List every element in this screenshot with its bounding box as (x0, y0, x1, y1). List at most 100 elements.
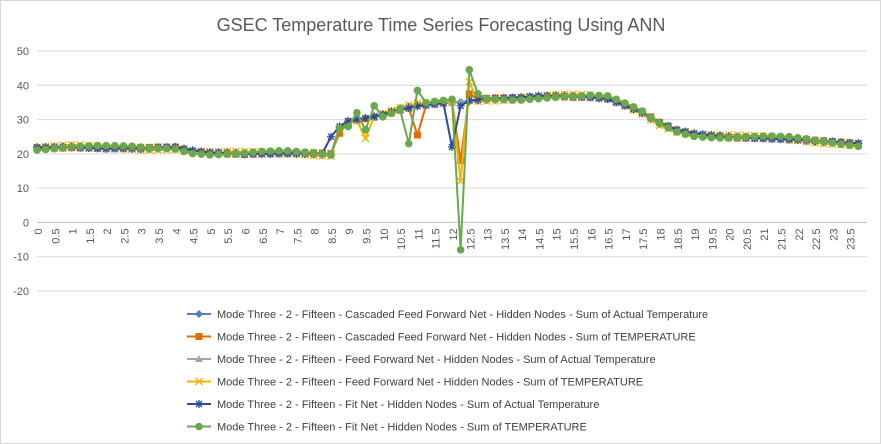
data-point (361, 134, 370, 143)
data-point (162, 144, 171, 153)
data-point (327, 151, 335, 159)
data-point (353, 108, 361, 117)
x-tick-label: 12.5 (465, 228, 477, 249)
data-point (612, 95, 621, 104)
data-point (379, 113, 387, 121)
chart-title: GSEC Temperature Time Series Forecasting… (217, 15, 666, 35)
data-point (102, 141, 110, 150)
data-point (195, 333, 203, 340)
data-point (551, 93, 560, 102)
data-point (465, 96, 474, 105)
data-point (854, 142, 863, 151)
data-point (560, 93, 569, 101)
legend-label: Mode Three - 2 - Fifteen - Fit Net - Hid… (217, 422, 587, 434)
data-point (33, 146, 41, 154)
data-point (214, 150, 223, 159)
data-point (93, 141, 102, 150)
data-point (733, 133, 742, 142)
x-tick-label: 15.5 (569, 228, 581, 249)
y-tick-label: 40 (17, 80, 29, 92)
data-point (59, 144, 67, 152)
x-tick-label: 4.5 (189, 228, 201, 243)
data-point (352, 115, 361, 124)
data-point (119, 142, 128, 150)
data-point (344, 117, 353, 126)
legend-label: Mode Three - 2 - Fifteen - Cascaded Feed… (217, 309, 708, 321)
data-point (249, 148, 257, 156)
data-point (621, 99, 629, 107)
x-tick-label: 18.5 (673, 228, 685, 249)
x-tick-label: 18 (656, 228, 668, 240)
series-group (33, 66, 863, 254)
data-point (647, 113, 655, 121)
y-tick-label: -10 (13, 252, 29, 264)
x-tick-label: 19.5 (707, 228, 719, 249)
x-tick-label: 21 (759, 228, 771, 240)
data-point (283, 146, 292, 155)
data-point (500, 95, 508, 104)
x-tick-label: 11 (413, 228, 425, 239)
data-point (577, 92, 586, 100)
x-tick-label: 9 (344, 228, 356, 234)
data-point (664, 124, 672, 132)
data-point (318, 150, 327, 158)
series-4 (33, 77, 863, 186)
x-tick-label: 1.5 (85, 228, 97, 243)
data-point (361, 114, 370, 123)
data-point (413, 86, 422, 95)
data-point (828, 139, 837, 147)
data-point (638, 107, 647, 115)
data-point (534, 94, 543, 103)
data-point (681, 130, 690, 139)
data-point (724, 134, 733, 142)
x-tick-label: 8.5 (327, 228, 339, 243)
data-point (111, 141, 119, 150)
y-tick-label: 20 (17, 149, 29, 161)
x-tick-label: 21.5 (777, 228, 789, 249)
data-point (768, 132, 776, 140)
data-point (785, 132, 793, 141)
x-tick-label: 14 (517, 228, 529, 240)
data-point (716, 134, 724, 142)
legend-item: Mode Three - 2 - Fifteen - Feed Forward … (187, 354, 656, 366)
data-point (257, 147, 266, 156)
data-point (837, 140, 845, 149)
x-tick-label: 10.5 (396, 228, 408, 249)
data-point (180, 147, 188, 156)
data-point (655, 119, 664, 128)
data-point (145, 143, 154, 152)
x-axis: 0 0.5 1 1.5 2 2.5 3 3.5 4 4.5 5 5.5 6 6.5 7 7.5 8 8.5 9 9.5… (33, 228, 858, 249)
legend-item: Mode Three - 2 - Fifteen - Cascaded Feed… (187, 332, 696, 344)
y-axis: -20 -10 0 10 20 30 40 50 (13, 46, 29, 298)
data-point (508, 96, 517, 104)
x-tick-label: 3 (137, 228, 149, 234)
legend-item: Mode Three - 2 - Fifteen - Cascaded Feed… (187, 309, 708, 321)
data-point (197, 150, 206, 158)
data-point (413, 131, 421, 139)
x-tick-label: 19 (690, 228, 702, 240)
data-point (301, 148, 309, 156)
data-point (136, 143, 145, 151)
data-point (195, 355, 203, 362)
data-point (85, 142, 93, 150)
data-point (491, 95, 500, 104)
x-tick-label: 6.5 (258, 228, 270, 243)
x-tick-label: 5.5 (223, 228, 235, 243)
data-point (309, 149, 318, 157)
data-point (698, 133, 707, 141)
gridlines (37, 50, 867, 292)
x-tick-label: 2 (102, 228, 114, 234)
data-point (128, 142, 136, 151)
x-tick-label: 8 (310, 228, 322, 234)
legend-label: Mode Three - 2 - Fifteen - Feed Forward … (217, 354, 656, 366)
x-tick-label: 10 (379, 228, 391, 240)
data-point (430, 97, 439, 106)
x-tick-label: 13 (483, 228, 495, 240)
data-point (586, 91, 595, 100)
data-point (336, 129, 344, 137)
data-point (232, 150, 240, 158)
x-tick-label: 5 (206, 228, 218, 234)
data-point (195, 422, 203, 431)
